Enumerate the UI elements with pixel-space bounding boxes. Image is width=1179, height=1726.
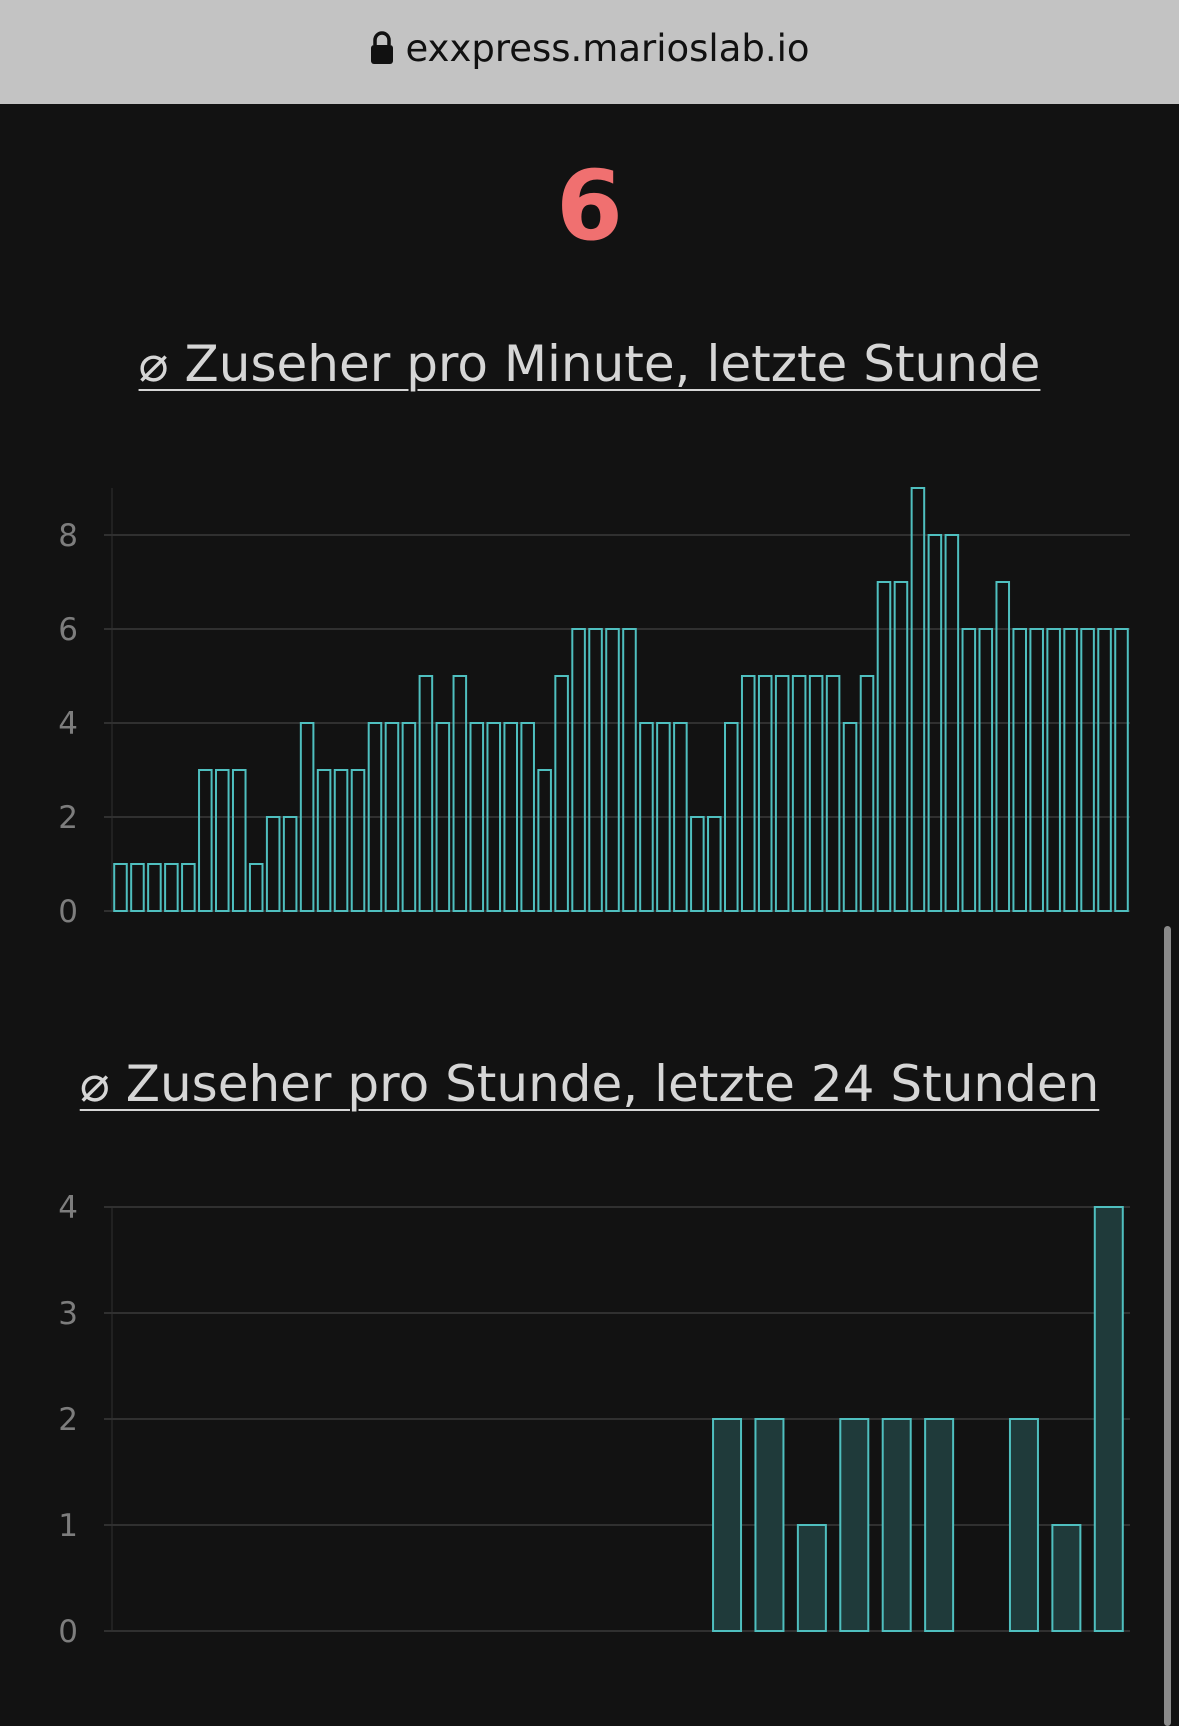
bar <box>978 628 994 912</box>
bar <box>839 1418 870 1632</box>
bar <box>910 487 926 912</box>
bar <box>588 628 603 912</box>
url-text: exxpress.marioslab.io <box>405 26 810 70</box>
y-tick-label: 2 <box>58 1402 78 1438</box>
lock-icon <box>371 31 394 64</box>
hourly-viewers-chart: 0 1 2 3 4 <box>58 1190 1130 1650</box>
bar <box>622 628 637 912</box>
y-tick-label: 8 <box>58 518 78 554</box>
bar <box>707 816 722 912</box>
bar <box>147 863 162 912</box>
bar <box>486 722 502 912</box>
bar <box>113 863 128 912</box>
bar <box>944 534 960 912</box>
bar <box>520 722 535 912</box>
minute-viewers-chart: 0 2 4 6 8 <box>58 487 1130 930</box>
bar <box>639 722 654 912</box>
bar <box>1046 628 1061 912</box>
bar <box>469 722 485 912</box>
browser-address-bar[interactable]: exxpress.marioslab.io <box>0 0 1179 104</box>
bar <box>265 816 281 912</box>
bar <box>130 863 145 912</box>
bar <box>876 581 892 912</box>
bar <box>927 534 943 912</box>
bar <box>299 722 315 912</box>
bar <box>537 769 552 912</box>
bar <box>401 722 417 912</box>
bar <box>893 581 909 912</box>
bar <box>881 1418 912 1632</box>
bar <box>1051 1524 1082 1632</box>
bar <box>248 863 264 912</box>
bar <box>690 816 705 912</box>
bar <box>452 675 468 912</box>
y-tick-label: 3 <box>58 1296 78 1332</box>
hourly-chart-title: ⌀ Zuseher pro Stunde, letzte 24 Stunden <box>79 1055 1100 1113</box>
y-tick-label: 0 <box>58 1614 78 1650</box>
bar <box>333 769 349 912</box>
bar <box>656 722 671 912</box>
bar <box>198 769 213 912</box>
bar <box>282 816 298 912</box>
bar <box>796 1524 827 1632</box>
bar <box>605 628 620 912</box>
bar <box>740 675 756 912</box>
bar <box>1012 628 1027 912</box>
y-tick-label: 4 <box>58 1190 78 1226</box>
y-tick-label: 1 <box>58 1508 78 1544</box>
minute-chart-title: ⌀ Zuseher pro Minute, letzte Stunde <box>138 335 1041 393</box>
bar <box>164 863 179 912</box>
bar <box>181 863 196 912</box>
bar <box>754 1418 785 1632</box>
bar <box>673 722 688 912</box>
bar <box>712 1418 743 1632</box>
bar <box>316 769 332 912</box>
bar <box>384 722 400 912</box>
bar <box>924 1418 955 1632</box>
bar <box>757 675 773 912</box>
bar <box>1029 628 1044 912</box>
page-scrollbar[interactable] <box>1164 926 1171 1726</box>
bar <box>554 675 569 912</box>
bar <box>350 769 366 912</box>
bar <box>808 675 824 912</box>
current-viewer-count: 6 <box>556 150 623 262</box>
y-tick-label: 4 <box>58 706 78 742</box>
bar <box>995 581 1011 912</box>
bar <box>215 769 230 912</box>
bar <box>724 722 739 912</box>
y-tick-label: 6 <box>58 612 78 648</box>
bar <box>825 675 841 912</box>
bar <box>1008 1418 1039 1632</box>
bar <box>1080 628 1095 912</box>
bar <box>842 722 858 912</box>
bar <box>435 722 451 912</box>
bar <box>774 675 790 912</box>
bar <box>1063 628 1078 912</box>
bar <box>418 675 434 912</box>
bar <box>367 722 383 912</box>
bar <box>231 769 247 912</box>
bar <box>1097 628 1112 912</box>
y-tick-label: 0 <box>58 894 78 930</box>
y-tick-label: 2 <box>58 800 78 836</box>
bar <box>859 675 875 912</box>
bar <box>961 628 977 912</box>
bar <box>1114 628 1129 912</box>
bar <box>791 675 807 912</box>
bar <box>503 722 518 912</box>
bar <box>1093 1206 1124 1632</box>
bar <box>571 628 586 912</box>
